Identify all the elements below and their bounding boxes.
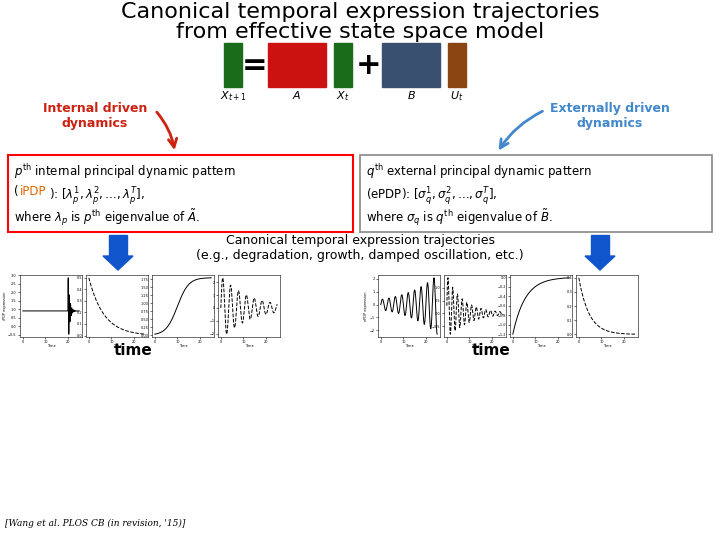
Text: $\mathit{A}$: $\mathit{A}$ [292,89,302,101]
Polygon shape [103,256,133,270]
Bar [8,155,353,232]
Bar [360,155,712,232]
Text: $\mathit{U}_{t}$: $\mathit{U}_{t}$ [450,89,464,103]
Text: $\mathit{X}_{t+1}$: $\mathit{X}_{t+1}$ [220,89,246,103]
Bar [268,43,326,87]
Text: time: time [472,343,510,358]
Text: iPDP: iPDP [19,185,46,198]
Text: $q^{\mathrm{th}}$ external principal dynamic pattern: $q^{\mathrm{th}}$ external principal dyn… [366,162,592,181]
Bar [224,43,242,87]
Text: +: + [356,51,382,79]
Polygon shape [585,256,615,270]
Text: where $\sigma_q$ is $q^{\mathrm{th}}$ eigenvalue of $\tilde{B}$.: where $\sigma_q$ is $q^{\mathrm{th}}$ ei… [366,208,552,228]
Text: (: ( [14,185,19,198]
Text: Canonical temporal expression trajectories
(e.g., degradation, growth, damped os: Canonical temporal expression trajectori… [196,234,524,262]
Text: Externally driven
dynamics: Externally driven dynamics [550,102,670,130]
Text: $p^{\mathrm{th}}$ internal principal dynamic pattern: $p^{\mathrm{th}}$ internal principal dyn… [14,162,236,181]
Text: Canonical temporal expression trajectories: Canonical temporal expression trajectori… [121,2,599,22]
Text: time: time [114,343,153,358]
Bar [334,43,352,87]
Text: $\mathit{B}$: $\mathit{B}$ [407,89,415,101]
Text: Internal driven
dynamics: Internal driven dynamics [42,102,147,130]
Polygon shape [591,235,609,256]
Bar [382,43,440,87]
Bar [448,43,466,87]
Text: =: = [242,51,268,79]
Text: from effective state space model: from effective state space model [176,22,544,42]
Text: where $\lambda_p$ is $p^{\mathrm{th}}$ eigenvalue of $\tilde{A}$.: where $\lambda_p$ is $p^{\mathrm{th}}$ e… [14,208,200,228]
Text: $\mathit{X}_{t}$: $\mathit{X}_{t}$ [336,89,350,103]
Polygon shape [109,235,127,256]
Text: [Wang et al. PLOS CB (in revision, '15)]: [Wang et al. PLOS CB (in revision, '15)] [5,519,185,528]
Text: ): $[\lambda_p^1, \lambda_p^2, \ldots, \lambda_p^T]$,: ): $[\lambda_p^1, \lambda_p^2, \ldots, \… [49,185,145,207]
Text: (ePDP): $[\sigma_q^1, \sigma_q^2, \ldots, \sigma_q^T]$,: (ePDP): $[\sigma_q^1, \sigma_q^2, \ldots… [366,185,498,207]
